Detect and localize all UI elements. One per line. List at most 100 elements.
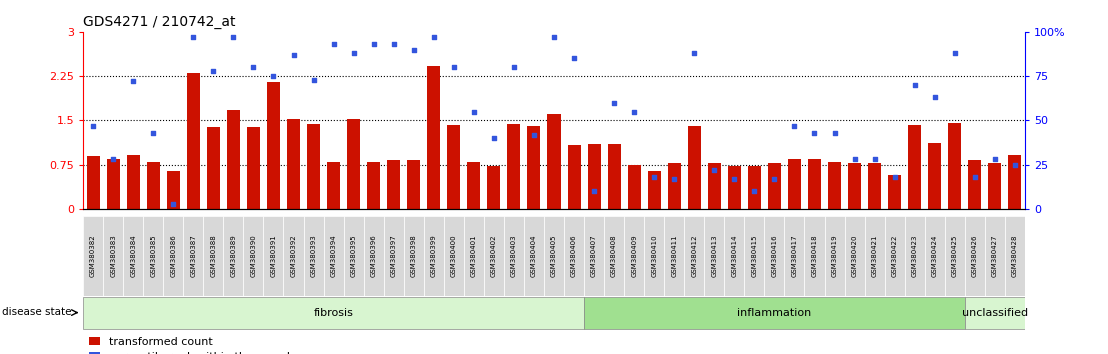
- Text: GSM380423: GSM380423: [912, 234, 917, 277]
- FancyBboxPatch shape: [484, 216, 504, 296]
- FancyBboxPatch shape: [464, 216, 484, 296]
- Bar: [929, 143, 941, 209]
- Bar: [909, 125, 921, 209]
- Point: [505, 64, 523, 70]
- Text: GSM380417: GSM380417: [791, 234, 798, 277]
- Text: GSM380394: GSM380394: [330, 234, 337, 277]
- Text: GSM380412: GSM380412: [691, 234, 697, 277]
- Bar: [287, 119, 300, 209]
- Text: GSM380428: GSM380428: [1012, 234, 1018, 277]
- Bar: [708, 164, 721, 209]
- Bar: [828, 162, 841, 209]
- FancyBboxPatch shape: [844, 216, 864, 296]
- Text: GSM380383: GSM380383: [110, 234, 116, 277]
- FancyBboxPatch shape: [884, 216, 904, 296]
- Text: fibrosis: fibrosis: [314, 308, 353, 318]
- FancyBboxPatch shape: [965, 297, 1025, 329]
- Point: [84, 123, 102, 129]
- Point: [926, 95, 944, 100]
- Bar: [848, 164, 861, 209]
- Text: GSM380404: GSM380404: [531, 234, 537, 277]
- Bar: [567, 145, 581, 209]
- Text: GSM380405: GSM380405: [551, 234, 557, 277]
- FancyBboxPatch shape: [383, 216, 403, 296]
- Bar: [387, 160, 400, 209]
- Bar: [468, 162, 481, 209]
- Bar: [488, 166, 501, 209]
- FancyBboxPatch shape: [624, 216, 644, 296]
- Text: GSM380421: GSM380421: [872, 234, 878, 277]
- FancyBboxPatch shape: [965, 216, 985, 296]
- Point: [404, 47, 422, 52]
- Text: GSM380407: GSM380407: [591, 234, 597, 277]
- Text: GSM380399: GSM380399: [431, 234, 437, 277]
- Bar: [146, 162, 160, 209]
- Text: GSM380427: GSM380427: [992, 234, 998, 277]
- Bar: [808, 159, 821, 209]
- Point: [585, 188, 603, 194]
- Bar: [1008, 155, 1022, 209]
- Point: [786, 123, 803, 129]
- FancyBboxPatch shape: [804, 216, 824, 296]
- FancyBboxPatch shape: [705, 216, 725, 296]
- FancyBboxPatch shape: [584, 216, 604, 296]
- Point: [365, 41, 382, 47]
- Text: GSM380397: GSM380397: [391, 234, 397, 277]
- Bar: [607, 144, 620, 209]
- Text: GSM380422: GSM380422: [892, 234, 897, 277]
- FancyBboxPatch shape: [824, 216, 844, 296]
- Text: GSM380396: GSM380396: [371, 234, 377, 277]
- Point: [986, 156, 1004, 162]
- FancyBboxPatch shape: [864, 216, 884, 296]
- Bar: [948, 123, 962, 209]
- Text: GSM380409: GSM380409: [632, 234, 637, 277]
- Text: GSM380388: GSM380388: [211, 234, 216, 277]
- Point: [325, 41, 342, 47]
- FancyBboxPatch shape: [324, 216, 343, 296]
- Point: [906, 82, 924, 88]
- Point: [124, 79, 142, 84]
- Text: GSM380401: GSM380401: [471, 234, 476, 277]
- Text: GSM380418: GSM380418: [811, 234, 818, 277]
- FancyBboxPatch shape: [725, 216, 745, 296]
- Point: [865, 156, 883, 162]
- Bar: [106, 159, 120, 209]
- Point: [225, 34, 243, 40]
- Text: GSM380415: GSM380415: [751, 234, 758, 277]
- Text: GSM380414: GSM380414: [731, 234, 737, 277]
- FancyBboxPatch shape: [183, 216, 204, 296]
- Point: [164, 201, 182, 206]
- Point: [966, 174, 984, 180]
- FancyBboxPatch shape: [83, 297, 584, 329]
- Bar: [408, 160, 420, 209]
- FancyBboxPatch shape: [745, 216, 765, 296]
- FancyBboxPatch shape: [765, 216, 784, 296]
- Text: GSM380384: GSM380384: [131, 234, 136, 277]
- Text: GSM380386: GSM380386: [171, 234, 176, 277]
- Point: [104, 156, 122, 162]
- Point: [766, 176, 783, 182]
- FancyBboxPatch shape: [103, 216, 123, 296]
- Point: [946, 50, 964, 56]
- Bar: [207, 127, 219, 209]
- Point: [1006, 162, 1024, 167]
- Point: [305, 77, 322, 82]
- Bar: [748, 166, 761, 209]
- Text: GSM380425: GSM380425: [952, 234, 957, 277]
- Point: [726, 176, 743, 182]
- FancyBboxPatch shape: [224, 216, 244, 296]
- Text: inflammation: inflammation: [737, 308, 811, 318]
- Bar: [367, 162, 380, 209]
- Point: [184, 34, 202, 40]
- Bar: [587, 144, 601, 209]
- Text: GSM380385: GSM380385: [151, 234, 156, 277]
- Bar: [347, 119, 360, 209]
- Bar: [968, 160, 982, 209]
- FancyBboxPatch shape: [123, 216, 143, 296]
- FancyBboxPatch shape: [524, 216, 544, 296]
- FancyBboxPatch shape: [304, 216, 324, 296]
- FancyBboxPatch shape: [584, 297, 965, 329]
- Text: GSM380389: GSM380389: [230, 234, 236, 277]
- FancyBboxPatch shape: [403, 216, 423, 296]
- Point: [746, 188, 763, 194]
